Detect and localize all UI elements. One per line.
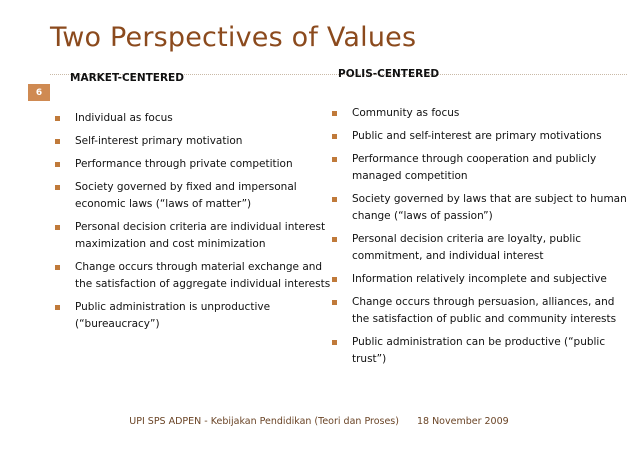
bullet-icon bbox=[55, 162, 60, 167]
list-item-text: Change occurs through material exchange … bbox=[75, 261, 331, 290]
bullet-icon bbox=[55, 265, 60, 270]
page-number-badge: 6 bbox=[28, 84, 50, 101]
list-item: Public and self-interest are primary mot… bbox=[332, 128, 632, 145]
list-item-text: Information relatively incomplete and su… bbox=[352, 273, 607, 285]
list-item-text: Public administration can be productive … bbox=[352, 336, 606, 365]
list-item-text: Self-interest primary motivation bbox=[75, 135, 243, 147]
bullet-icon bbox=[332, 300, 337, 305]
list-item-text: Public and self-interest are primary mot… bbox=[352, 130, 602, 142]
bullet-icon bbox=[332, 134, 337, 139]
list-item: Self-interest primary motivation bbox=[55, 133, 340, 150]
market-centered-heading: MARKET-CENTERED bbox=[70, 72, 184, 84]
list-item: Society governed by fixed and impersonal… bbox=[55, 179, 340, 213]
list-item-text: Performance through private competition bbox=[75, 158, 293, 170]
list-item-text: Public administration is unproductive (“… bbox=[75, 301, 271, 330]
bullet-icon bbox=[55, 305, 60, 310]
list-item-text: Performance through cooperation and publ… bbox=[352, 153, 597, 182]
bullet-icon bbox=[55, 225, 60, 230]
market-centered-list: Individual as focus Self-interest primar… bbox=[55, 110, 340, 339]
slide-title: Two Perspectives of Values bbox=[50, 22, 417, 53]
bullet-icon bbox=[332, 340, 337, 345]
bullet-icon bbox=[332, 277, 337, 282]
polis-centered-heading: POLIS-CENTERED bbox=[338, 68, 440, 80]
list-item-text: Society governed by fixed and impersonal… bbox=[75, 181, 297, 210]
list-item: Change occurs through material exchange … bbox=[55, 259, 340, 293]
list-item-text: Individual as focus bbox=[75, 112, 173, 124]
bullet-icon bbox=[55, 116, 60, 121]
bullet-icon bbox=[332, 157, 337, 162]
bullet-icon bbox=[55, 185, 60, 190]
list-item: Information relatively incomplete and su… bbox=[332, 271, 632, 288]
bullet-icon bbox=[332, 111, 337, 116]
slide-footer: UPI SPS ADPEN - Kebijakan Pendidikan (Te… bbox=[0, 416, 638, 427]
list-item: Performance through private competition bbox=[55, 156, 340, 173]
polis-centered-list: Community as focus Public and self-inter… bbox=[332, 105, 632, 374]
list-item: Public administration is unproductive (“… bbox=[55, 299, 340, 333]
list-item: Society governed by laws that are subjec… bbox=[332, 191, 632, 225]
list-item-text: Personal decision criteria are individua… bbox=[75, 221, 326, 250]
list-item-text: Change occurs through persuasion, allian… bbox=[352, 296, 617, 325]
title-divider bbox=[50, 74, 627, 75]
bullet-icon bbox=[332, 197, 337, 202]
list-item: Personal decision criteria are loyalty, … bbox=[332, 231, 632, 265]
footer-date: 18 November 2009 bbox=[416, 416, 509, 427]
list-item: Performance through cooperation and publ… bbox=[332, 151, 632, 185]
footer-source: UPI SPS ADPEN - Kebijakan Pendidikan (Te… bbox=[129, 416, 399, 427]
list-item: Public administration can be productive … bbox=[332, 334, 632, 368]
list-item-text: Society governed by laws that are subjec… bbox=[352, 193, 627, 222]
list-item: Personal decision criteria are individua… bbox=[55, 219, 340, 253]
list-item-text: Personal decision criteria are loyalty, … bbox=[352, 233, 582, 262]
list-item-text: Community as focus bbox=[352, 107, 460, 119]
list-item: Change occurs through persuasion, allian… bbox=[332, 294, 632, 328]
list-item: Individual as focus bbox=[55, 110, 340, 127]
list-item: Community as focus bbox=[332, 105, 632, 122]
bullet-icon bbox=[332, 237, 337, 242]
bullet-icon bbox=[55, 139, 60, 144]
